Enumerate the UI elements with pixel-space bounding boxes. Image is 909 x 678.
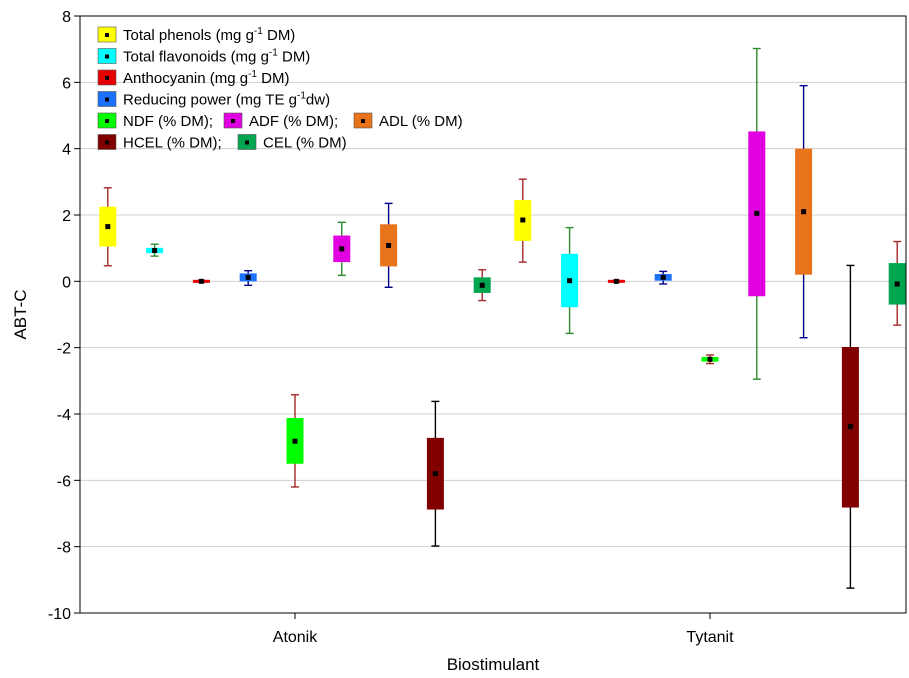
x-tick-label: Tytanit: [686, 629, 734, 646]
box-ndf-atonik: [286, 394, 304, 488]
box-adf-atonik: [333, 221, 351, 277]
legend-marker: [361, 119, 365, 123]
mean-marker: [567, 278, 573, 284]
legend-item: CEL (% DM): [237, 134, 347, 152]
legend-label: NDF (% DM);: [123, 113, 213, 130]
mean-marker: [847, 424, 853, 430]
y-tick-label: 0: [62, 274, 71, 291]
plot-frame: [79, 15, 907, 614]
box-plots: [99, 47, 906, 589]
mean-marker: [520, 217, 526, 223]
y-tick-label: -2: [57, 341, 71, 358]
mean-marker: [613, 278, 619, 284]
legend-item: Total flavonoids (mg g-1 DM): [97, 48, 310, 66]
mean-marker: [660, 274, 666, 280]
box-reducing-power-atonik: [239, 270, 257, 287]
mean-marker: [754, 210, 760, 216]
y-tick-label: -4: [57, 407, 71, 424]
legend-marker: [105, 119, 109, 123]
gridlines: [80, 81, 906, 548]
mean-marker: [894, 281, 900, 287]
y-tick-label: 4: [62, 142, 71, 159]
y-axis-ticks: -10 -8 -6 -4 -2 0 2 4 6 8: [48, 9, 80, 623]
box-adl-tytanit: [795, 84, 813, 339]
legend-marker: [105, 76, 109, 80]
legend-label: HCEL (% DM);: [123, 135, 222, 152]
mean-marker: [198, 278, 204, 284]
legend-label: Total phenols (mg g-1 DM): [123, 26, 295, 44]
legend-item: Anthocyanin (mg g-1 DM): [97, 69, 289, 87]
mean-marker: [245, 274, 251, 280]
box-anthocyanin-atonik: [192, 278, 210, 284]
mean-marker: [105, 224, 111, 230]
box-cel-tytanit: [888, 240, 906, 326]
y-tick-label: -8: [57, 540, 71, 557]
box-adf-tytanit: [748, 47, 766, 380]
legend-item: NDF (% DM);: [97, 112, 213, 130]
mean-marker: [152, 247, 158, 253]
mean-marker: [432, 471, 438, 477]
legend-marker: [105, 140, 109, 145]
legend-label: Reducing power (mg TE g-1dw): [123, 91, 330, 109]
mean-marker: [479, 282, 485, 288]
box-total-flavonoids-tytanit: [561, 226, 579, 335]
box-anthocyanin-tytanit: [607, 278, 625, 284]
box-reducing-power-tytanit: [654, 270, 672, 285]
y-tick-label: 8: [62, 9, 71, 26]
box-total-phenols-tytanit: [514, 178, 532, 263]
mean-marker: [386, 243, 392, 249]
legend-item: Total phenols (mg g-1 DM): [97, 26, 295, 44]
mean-marker: [292, 438, 298, 444]
legend-marker: [105, 54, 109, 59]
legend-item: Reducing power (mg TE g-1dw): [97, 91, 330, 109]
mean-marker: [707, 356, 713, 362]
box-cel-atonik: [473, 269, 491, 302]
box-adl-atonik: [380, 202, 398, 289]
legend-marker: [231, 119, 235, 123]
x-axis-title: Biostimulant: [447, 655, 540, 674]
legend-item: HCEL (% DM);: [97, 134, 222, 152]
y-tick-label: -10: [48, 606, 71, 623]
legend-label: CEL (% DM): [263, 135, 347, 152]
legend-label: ADL (% DM): [379, 113, 463, 130]
box-hcel-atonik: [426, 400, 444, 547]
legend-item: ADL (% DM): [353, 112, 463, 130]
box-ndf-tytanit: [701, 354, 719, 365]
x-tick-label: Atonik: [273, 629, 318, 646]
legend-item: ADF (% DM);: [223, 112, 338, 130]
box-hcel-tytanit: [841, 264, 859, 589]
mean-marker: [339, 246, 345, 252]
legend-label: Total flavonoids (mg g-1 DM): [123, 48, 310, 66]
legend-marker: [245, 140, 249, 145]
legend-label: Anthocyanin (mg g-1 DM): [123, 69, 289, 87]
y-axis-title: ABT-C: [11, 289, 30, 339]
legend-marker: [105, 33, 109, 37]
y-tick-label: -6: [57, 473, 71, 490]
y-tick-label: 6: [62, 75, 71, 92]
legend: Total phenols (mg g-1 DM) Total flavonoid…: [97, 26, 463, 152]
y-tick-label: 2: [62, 208, 71, 225]
x-axis-ticks: Atonik Tytanit: [273, 613, 734, 646]
legend-marker: [105, 97, 109, 102]
box-total-phenols-atonik: [99, 187, 117, 267]
box-total-flavonoids-atonik: [146, 243, 164, 257]
mean-marker: [801, 209, 807, 215]
legend-label: ADF (% DM);: [249, 113, 338, 130]
